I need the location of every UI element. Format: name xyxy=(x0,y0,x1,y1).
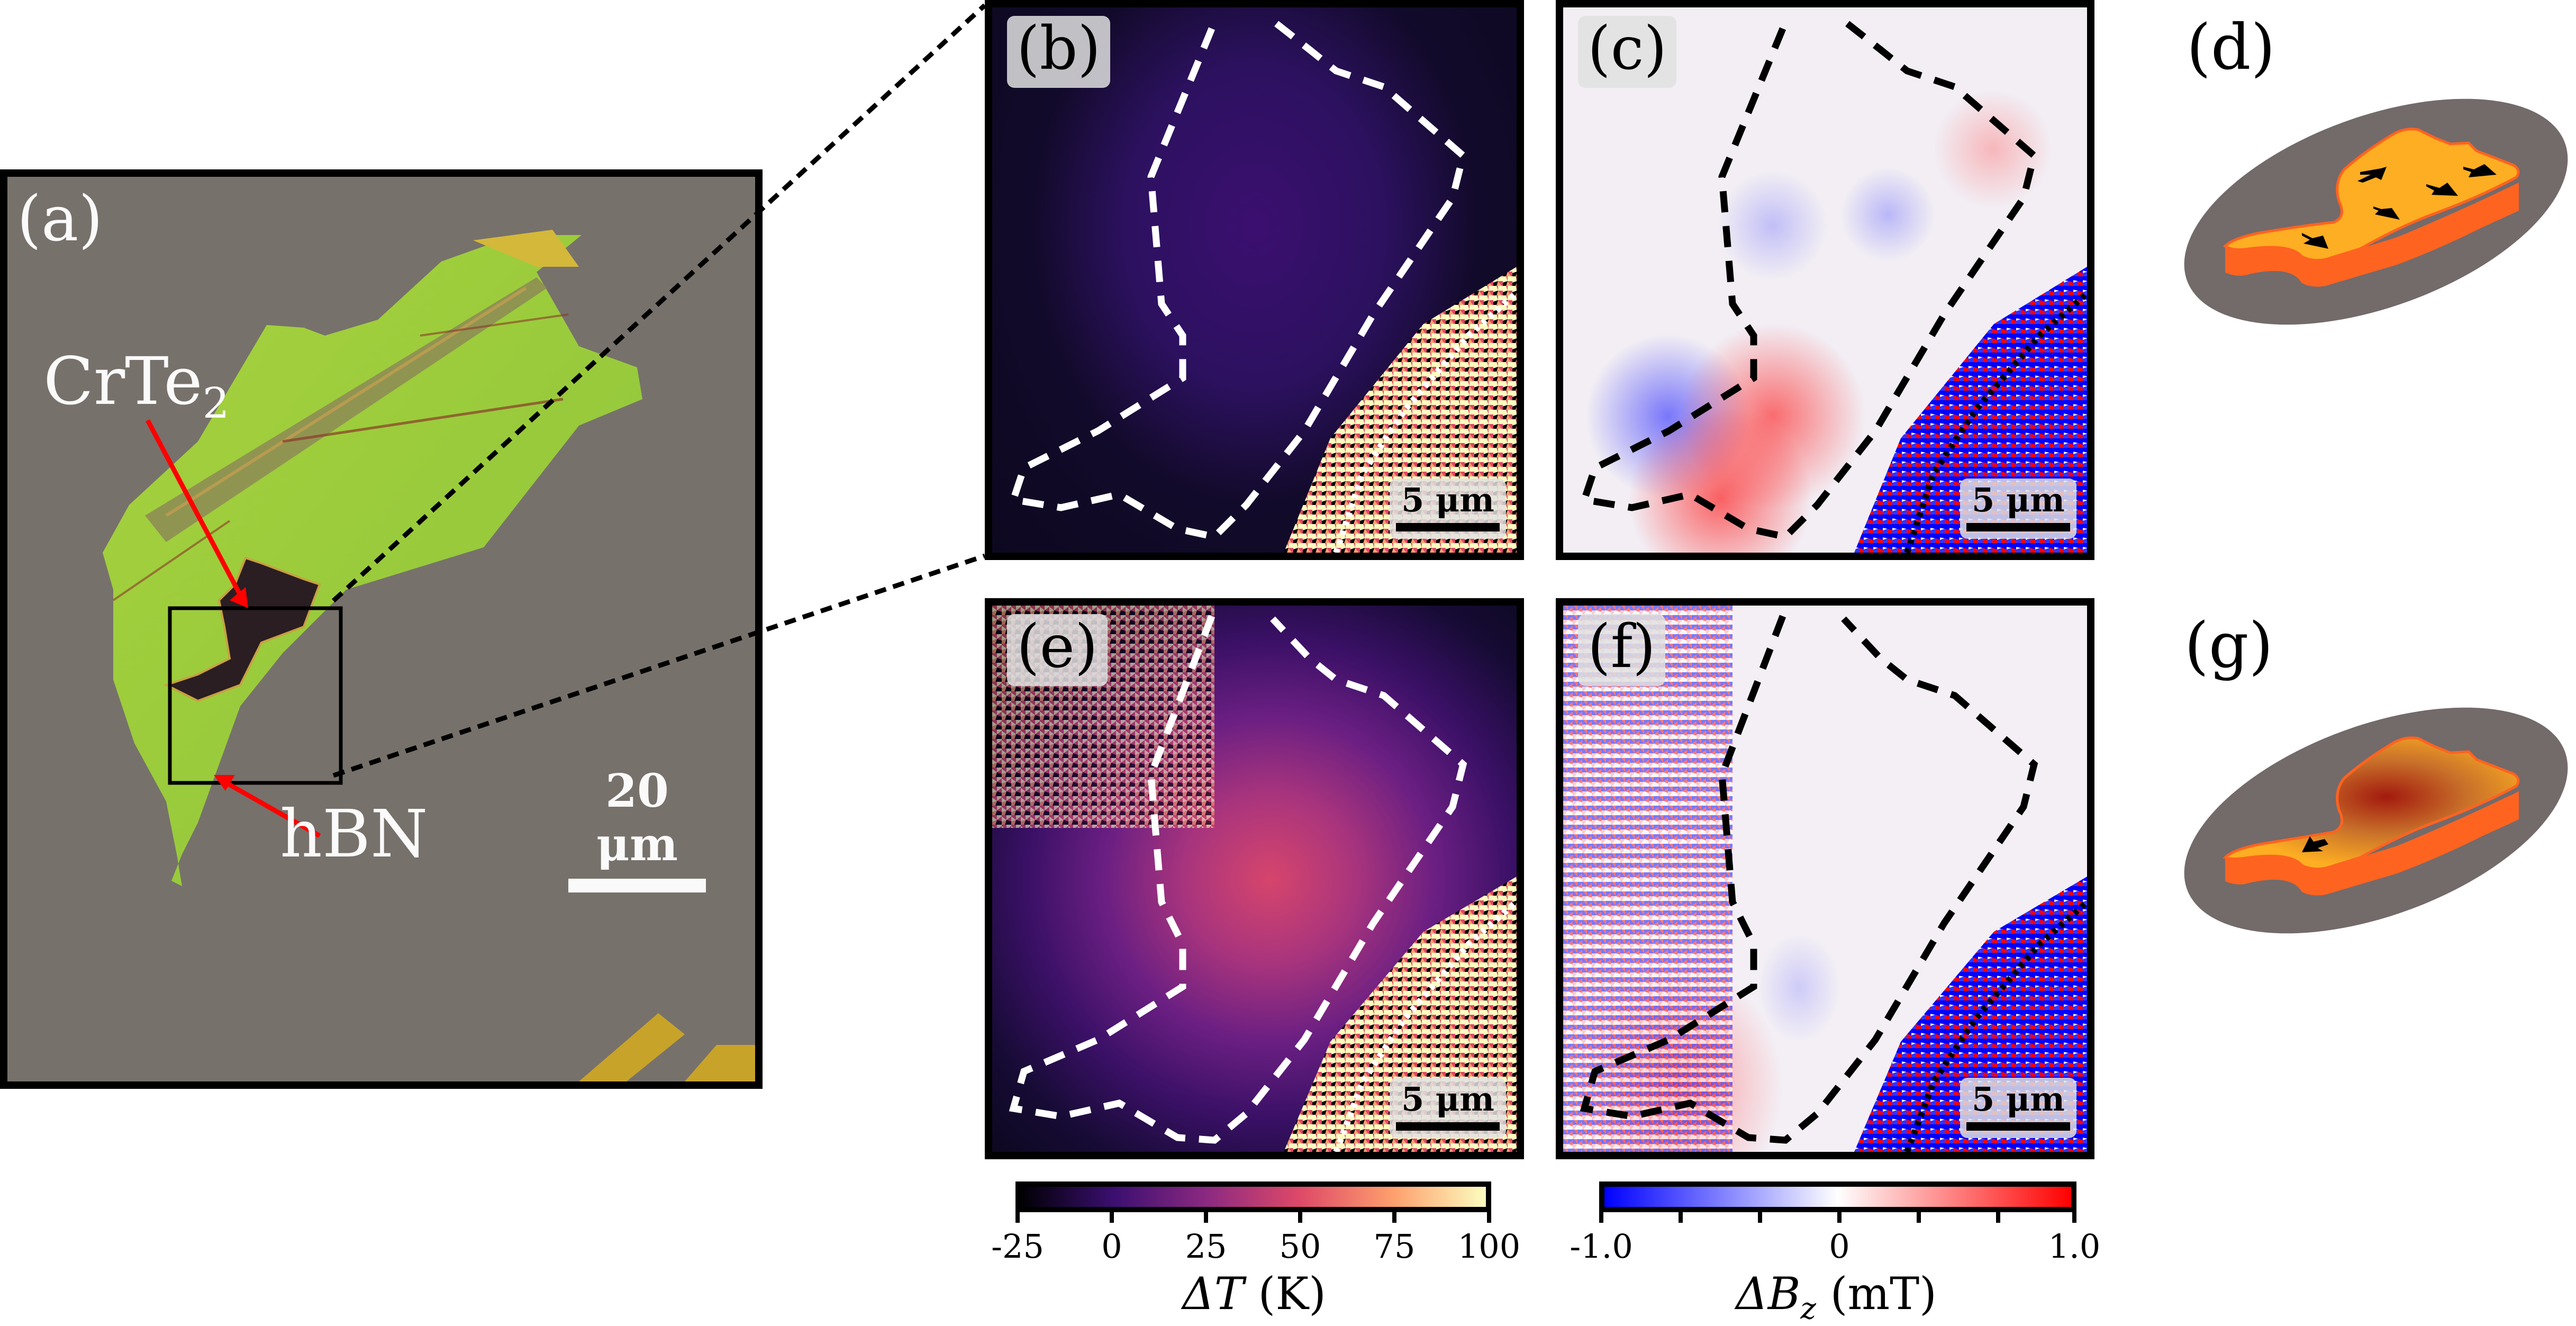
flake-side-wall xyxy=(2225,183,2519,287)
magnetization-arrows-icon xyxy=(2302,164,2497,249)
panel-label-f: (f) xyxy=(1578,614,1665,686)
panel-d-schematic: (d) xyxy=(2143,0,2576,529)
tick-label: 75 xyxy=(1373,1227,1416,1266)
crte2-arrow-head-icon xyxy=(230,587,248,608)
panel-e-temperature-map: (e) 5 μm xyxy=(985,598,1524,1159)
tick-label: -1.0 xyxy=(1570,1227,1633,1266)
scalebar-b: 5 μm xyxy=(1390,479,1506,539)
panel-b-temperature-map: (b) 5 μm xyxy=(985,0,1524,560)
panel-label-a: (a) xyxy=(17,182,103,255)
colorbar-temperature-gradient xyxy=(1015,1181,1491,1212)
crte2-annotation: CrTe2 xyxy=(43,344,230,428)
panel-label-b: (b) xyxy=(1007,16,1111,88)
tick-label: 0 xyxy=(1101,1227,1122,1266)
colorbar-temperature-label: ΔT (K) xyxy=(1182,1268,1326,1320)
colorbar-field-label: ΔBz (mT) xyxy=(1736,1268,1937,1326)
magnetization-arrow-icon xyxy=(2302,836,2328,852)
flake-top-surface xyxy=(2223,128,2520,262)
scalebar-e: 5 μm xyxy=(1390,1078,1506,1138)
panel-f-field-map: (f) 5 μm xyxy=(1556,598,2094,1159)
scalebar-c: 5 μm xyxy=(1960,479,2076,539)
flake-outline xyxy=(1009,615,1517,1152)
tick-label: 25 xyxy=(1185,1227,1227,1266)
scalebar-f: 5 μm xyxy=(1960,1078,2076,1138)
hbn-annotation: hBN xyxy=(280,796,428,872)
tick-label: 50 xyxy=(1279,1227,1321,1266)
panel-label-d: (d) xyxy=(2187,11,2275,84)
hbn-flake xyxy=(103,235,642,886)
flake-top-surface-heated xyxy=(2223,736,2520,871)
flake-outline xyxy=(1580,615,2087,1152)
tick-label: 0 xyxy=(1829,1227,1850,1266)
tick-label: 100 xyxy=(1457,1227,1521,1266)
flake-outline xyxy=(1580,17,2087,553)
panel-a-optical-image: (a) CrTe2 hBN 20 μm xyxy=(0,169,763,1089)
scalebar-a: 20 μm xyxy=(568,764,706,892)
panel-label-e: (e) xyxy=(1007,614,1108,686)
panel-c-field-map: (c) 5 μm xyxy=(1556,0,2094,560)
panel-label-c: (c) xyxy=(1578,16,1677,88)
flake-side-wall xyxy=(2225,791,2519,896)
tick-label: -25 xyxy=(991,1227,1044,1266)
panel-label-g: (g) xyxy=(2184,609,2273,682)
colorbar-field-gradient xyxy=(1599,1181,2076,1212)
optical-micrograph xyxy=(103,230,755,1081)
hbn-arrow-head-icon xyxy=(214,775,235,791)
tick-label: 1.0 xyxy=(2048,1227,2101,1266)
panel-g-schematic: (g) xyxy=(2143,593,2576,1122)
flake-outline xyxy=(1009,17,1517,553)
